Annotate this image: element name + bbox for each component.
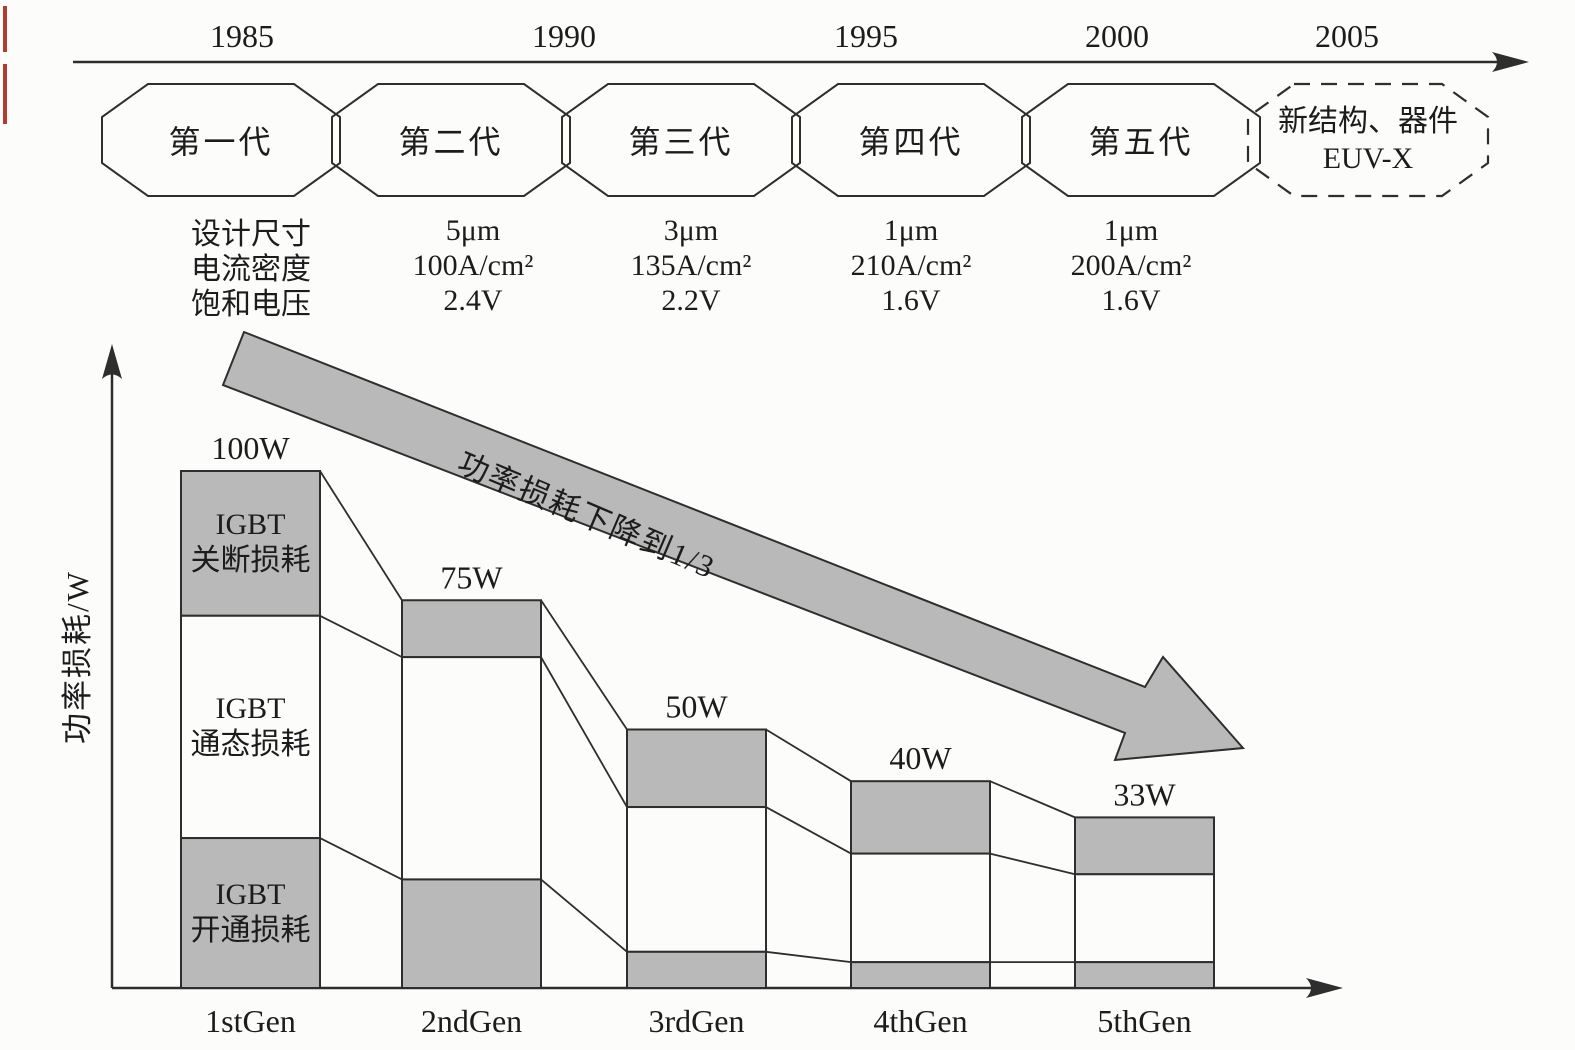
- bar-4thGen-bottom: [850, 961, 991, 990]
- label-line: IGBT: [215, 878, 286, 911]
- bar-5thGen-bottom: [1074, 961, 1215, 990]
- spec-value: 135A/cm²: [630, 249, 752, 282]
- bar1-conduction-loss-label: IGBT 通态损耗: [181, 691, 320, 763]
- future-node-line2: EUV-X: [1322, 142, 1414, 175]
- x-category-label: 4thGen: [873, 1003, 967, 1039]
- segment-connector-line: [989, 852, 1076, 876]
- timeline-year: 2005: [1315, 17, 1379, 54]
- octagon-future-dashed: [1246, 82, 1490, 198]
- segment-connector-line: [319, 614, 403, 658]
- bar-3rdGen-middle: [626, 806, 767, 953]
- scan-artifact: [3, 6, 7, 52]
- timeline-year: 1985: [210, 17, 274, 54]
- bar-1stGen-top: [180, 470, 321, 617]
- timeline-year: 2000: [1085, 17, 1149, 54]
- spec-row-label: 电流密度: [191, 253, 311, 286]
- x-category-label: 2ndGen: [421, 1003, 522, 1039]
- spec-value: 200A/cm²: [1070, 249, 1192, 282]
- spec-value: 1μm: [883, 214, 939, 247]
- spec-value: 1.6V: [881, 284, 941, 317]
- gen5-label: 第五代: [1088, 124, 1194, 160]
- bar-5thGen-middle: [1074, 873, 1215, 964]
- label-line: 开通损耗: [190, 914, 311, 947]
- y-axis-arrowhead-icon: [102, 344, 122, 379]
- spec-value: 2.4V: [443, 284, 503, 317]
- trend-arrow: [221, 330, 1246, 762]
- label-line: IGBT: [215, 508, 286, 541]
- bar-2ndGen-bottom: [401, 878, 542, 989]
- segment-connector-line: [540, 878, 628, 953]
- bar-5thGen-top: [1074, 816, 1215, 876]
- x-category-label: 3rdGen: [649, 1003, 745, 1039]
- segment-connector-line: [319, 470, 403, 601]
- x-category-label: 5thGen: [1097, 1003, 1191, 1039]
- bar-4thGen-middle: [850, 852, 991, 964]
- bar-4thGen-top: [850, 780, 991, 855]
- future-node-line1: 新结构、器件: [1278, 105, 1458, 138]
- bar-2ndGen-middle: [401, 656, 542, 881]
- segment-connector-line: [540, 656, 628, 808]
- scan-artifact: [3, 64, 7, 124]
- bar-chart-layer: 100W 1stGen 75W 2ndGen 50W 3rdGen 40W 4thGen 33W…: [180, 430, 1215, 1039]
- bar-total-label: 100W: [211, 430, 290, 466]
- gen2-label: 第二代: [398, 124, 504, 160]
- x-axis-arrowhead-icon: [1306, 978, 1343, 998]
- segment-connector-line: [540, 599, 628, 730]
- x-category-label: 1stGen: [205, 1003, 296, 1039]
- bar-2ndGen-top: [401, 599, 542, 659]
- label-line: 通态损耗: [190, 728, 311, 761]
- spec-value: 2.2V: [661, 284, 721, 317]
- bar-1stGen-bottom: [180, 837, 321, 989]
- segment-connector-line: [765, 728, 852, 782]
- octagon-gen5: [1021, 83, 1261, 197]
- bar-1stGen-middle: [180, 614, 321, 840]
- bar-total-label: 50W: [665, 689, 728, 725]
- gen4-label: 第四代: [858, 124, 964, 160]
- segment-connector-line: [765, 806, 852, 855]
- segment-connector-line: [989, 780, 1076, 819]
- timeline-arrowhead-icon: [1492, 52, 1529, 72]
- spec-row-label: 设计尺寸: [191, 218, 311, 251]
- timeline-year: 1990: [532, 17, 596, 54]
- spec-value: 1μm: [1103, 214, 1159, 247]
- bar-3rdGen-bottom: [626, 950, 767, 989]
- label-line: IGBT: [215, 692, 286, 725]
- spec-value: 5μm: [445, 214, 501, 247]
- gen1-label: 第一代: [168, 124, 274, 160]
- bar-total-label: 40W: [889, 740, 952, 776]
- label-line: 关断损耗: [190, 544, 311, 577]
- segment-connector-line: [765, 950, 852, 964]
- timeline-year: 1995: [834, 17, 898, 54]
- spec-value: 3μm: [663, 214, 719, 247]
- future-node-label: 新结构、器件 EUV-X: [1248, 84, 1488, 196]
- bar-total-label: 75W: [440, 559, 503, 595]
- spec-value: 1.6V: [1101, 284, 1161, 317]
- gen3-label: 第三代: [628, 124, 734, 160]
- octagon-gen1: [101, 83, 341, 197]
- y-axis-label: 功率损耗/W: [59, 570, 95, 744]
- octagon-gen3: [561, 83, 801, 197]
- bar1-turnoff-loss-label: IGBT 关断损耗: [181, 507, 320, 579]
- bar-3rdGen-top: [626, 728, 767, 809]
- octagon-gen2: [331, 83, 571, 197]
- octagon-gen4: [791, 83, 1031, 197]
- bar-total-label: 33W: [1113, 776, 1176, 812]
- bar1-turnon-loss-label: IGBT 开通损耗: [181, 877, 320, 949]
- spec-row-label: 饱和电压: [191, 288, 311, 321]
- segment-connector-line: [319, 837, 403, 881]
- spec-value: 100A/cm²: [412, 249, 534, 282]
- spec-value: 210A/cm²: [850, 249, 972, 282]
